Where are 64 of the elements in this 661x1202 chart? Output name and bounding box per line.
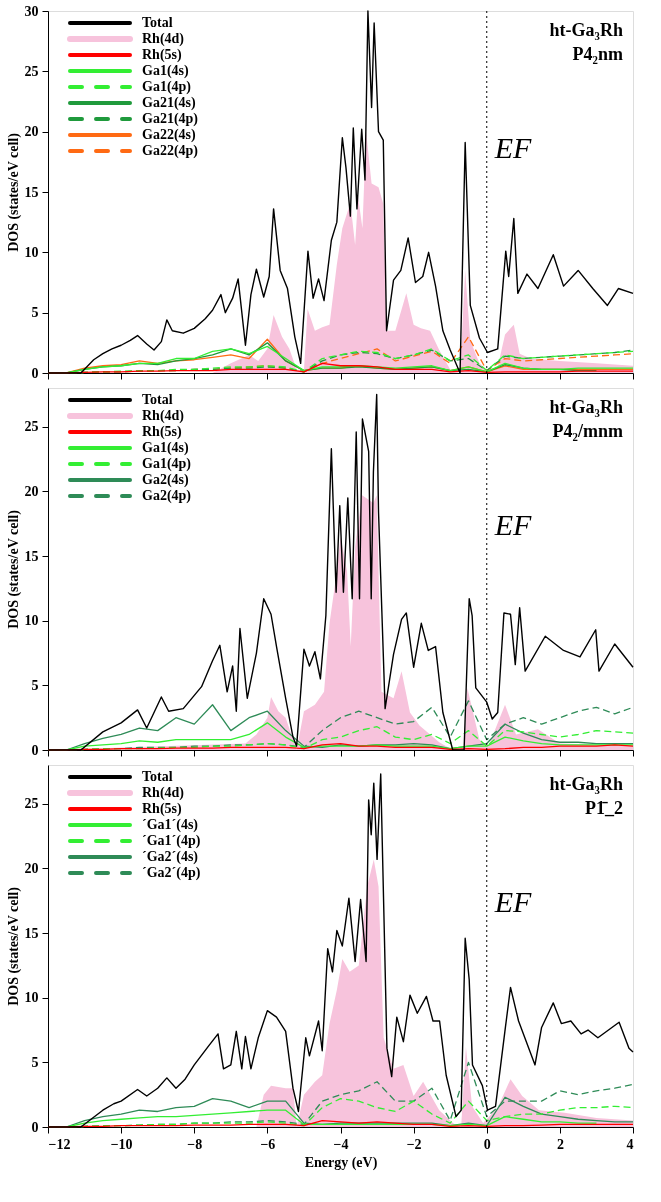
legend-label: Rh(4d) <box>142 408 185 424</box>
y-tick-label: 5 <box>31 1054 39 1070</box>
y-tick-label: 10 <box>24 613 39 629</box>
annotation: P4₂nm <box>572 44 623 64</box>
legend-label: Total <box>142 392 173 407</box>
legend-label: Ga1(4p) <box>142 79 192 95</box>
y-tick-label: 20 <box>24 483 39 499</box>
legend-label: Ga21(4s) <box>142 95 196 111</box>
legend-label: Total <box>142 15 173 30</box>
annotation: P1̄_2 <box>585 798 623 818</box>
legend-label: ´Ga2´(4p) <box>142 865 201 881</box>
legend-label: Ga2(4p) <box>142 488 192 504</box>
y-tick-label: 0 <box>31 365 39 381</box>
legend-label: Rh(5s) <box>142 801 183 817</box>
y-tick-label: 10 <box>24 244 39 260</box>
x-tick-label: −4 <box>333 1136 349 1152</box>
ref-line-label: EF <box>493 884 533 918</box>
legend-label: ´Ga1´(4p) <box>142 833 201 849</box>
legend-label: Rh(5s) <box>142 47 183 63</box>
x-tick-label: −6 <box>260 1136 276 1152</box>
x-tick-label: −8 <box>187 1136 203 1152</box>
legend-label: Ga1(4s) <box>142 63 189 79</box>
legend-label: Total <box>142 769 173 784</box>
x-tick-label: −10 <box>110 1136 133 1152</box>
y-tick-label: 20 <box>24 860 39 876</box>
legend-label: Ga1(4p) <box>142 456 192 472</box>
x-tick-label: −12 <box>48 1136 71 1152</box>
y-tick-label: 10 <box>24 990 39 1006</box>
y-tick-label: 15 <box>24 184 39 200</box>
annotation: ht-Ga₃Rh <box>549 20 623 40</box>
y-axis-title: DOS (states/eV cell) <box>5 886 22 1006</box>
x-tick-label: 0 <box>483 1136 491 1152</box>
annotation: ht-Ga₃Rh <box>549 774 623 794</box>
y-axis-title: DOS (states/eV cell) <box>5 509 22 629</box>
legend-label: Ga21(4p) <box>142 111 199 127</box>
legend-label: Rh(4d) <box>142 31 185 47</box>
y-tick-label: 15 <box>24 548 39 564</box>
y-tick-label: 25 <box>24 796 39 812</box>
y-tick-label: 20 <box>24 124 39 140</box>
y-tick-label: 5 <box>31 677 39 693</box>
ref-line-label: EF <box>493 507 533 541</box>
annotation: ht-Ga₃Rh <box>549 397 623 417</box>
y-tick-label: 0 <box>31 1119 39 1135</box>
y-tick-label: 25 <box>24 419 39 435</box>
legend-label: Ga22(4p) <box>142 143 199 159</box>
x-tick-label: −2 <box>406 1136 422 1152</box>
legend-label: Ga1(4s) <box>142 440 189 456</box>
legend-label: ´Ga2´(4s) <box>142 849 199 865</box>
y-tick-label: 30 <box>24 3 39 19</box>
y-axis-title: DOS (states/eV cell) <box>5 132 22 252</box>
legend-label: Rh(4d) <box>142 785 185 801</box>
y-tick-label: 0 <box>31 742 39 758</box>
legend-label: Ga2(4s) <box>142 472 189 488</box>
legend-label: Rh(5s) <box>142 424 183 440</box>
legend-label: Ga22(4s) <box>142 127 196 143</box>
y-tick-label: 15 <box>24 925 39 941</box>
x-axis-title: Energy (eV) <box>304 1154 378 1171</box>
y-tick-label: 5 <box>31 305 39 321</box>
ref-line-label: EF <box>493 130 533 164</box>
legend-label: ´Ga1´(4s) <box>142 817 199 833</box>
y-tick-label: 25 <box>24 63 39 79</box>
x-tick-label: 2 <box>556 1136 564 1152</box>
x-tick-label: 4 <box>626 1136 634 1152</box>
annotation: P4₂/mnm <box>552 421 623 441</box>
